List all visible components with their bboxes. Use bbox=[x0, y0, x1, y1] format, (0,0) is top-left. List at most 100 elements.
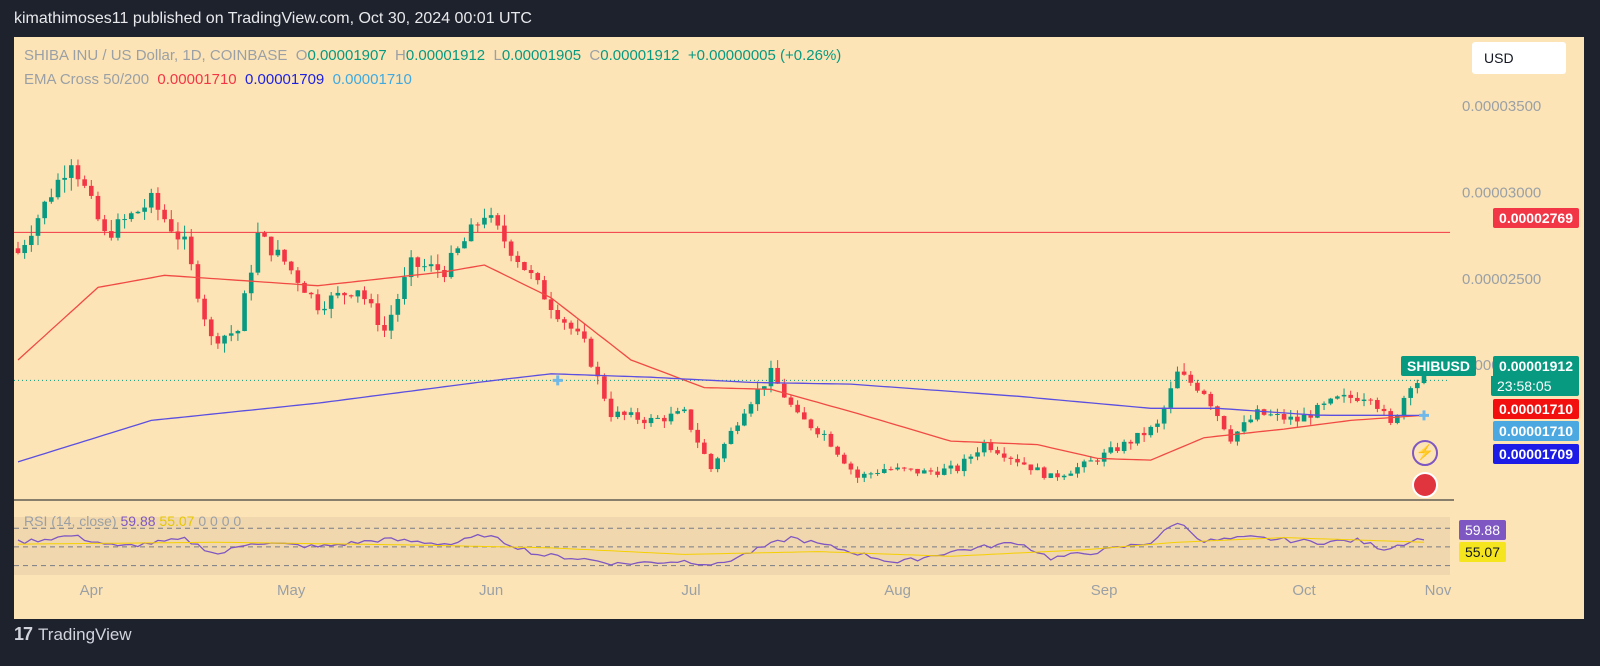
candle-down bbox=[495, 215, 501, 226]
chart-canvas[interactable]: 0.000035000.000030000.000025000.00002000… bbox=[14, 37, 1584, 619]
candle-down bbox=[295, 270, 301, 283]
candle-up bbox=[968, 456, 974, 459]
candle-up bbox=[1088, 460, 1094, 462]
symbol-label[interactable]: SHIBA INU / US Dollar, 1D, COINBASE bbox=[24, 47, 288, 64]
candle-up bbox=[821, 433, 827, 435]
candle-down bbox=[1021, 462, 1027, 465]
candle-up bbox=[322, 308, 327, 311]
candle-up bbox=[1108, 447, 1114, 453]
candle-up bbox=[29, 235, 34, 246]
candle-up bbox=[715, 458, 720, 470]
candle-down bbox=[528, 270, 534, 274]
ema200-line bbox=[17, 373, 1424, 463]
currency-button[interactable]: USD bbox=[1472, 42, 1566, 74]
candle-down bbox=[1355, 397, 1360, 402]
candle-down bbox=[1208, 393, 1214, 407]
candle-down bbox=[1055, 473, 1060, 478]
candle-down bbox=[362, 290, 367, 300]
open-label: O bbox=[295, 47, 308, 64]
candle-down bbox=[808, 419, 814, 429]
ema-cross-price-tag: 0.00001710 bbox=[1493, 421, 1579, 441]
lightning-icon[interactable]: ⚡ bbox=[1412, 440, 1438, 466]
change-value: +0.00000005 (+0.26%) bbox=[687, 47, 842, 64]
high-label: H bbox=[395, 47, 406, 64]
chart-area[interactable]: 0.000035000.000030000.000025000.00002000… bbox=[14, 37, 1584, 619]
candle-up bbox=[1401, 397, 1407, 416]
candle-up bbox=[1255, 409, 1260, 420]
candle-down bbox=[442, 269, 447, 278]
candle-down bbox=[955, 465, 960, 472]
candle-up bbox=[328, 295, 334, 309]
candle-down bbox=[908, 468, 914, 470]
candle-up bbox=[1061, 475, 1067, 478]
candle-up bbox=[981, 442, 987, 453]
candle-down bbox=[1381, 408, 1387, 412]
candle-up bbox=[762, 386, 767, 390]
rsi-legend: RSI (14, close) 59.88 55.07 0 0 0 0 bbox=[24, 513, 241, 529]
tradingview-logo-icon[interactable]: 17 bbox=[14, 624, 33, 644]
candle-up bbox=[22, 245, 27, 254]
candle-down bbox=[268, 236, 274, 256]
candle-up bbox=[455, 248, 461, 253]
candle-down bbox=[195, 264, 201, 299]
candle-up bbox=[182, 236, 187, 240]
candle-up bbox=[1321, 403, 1327, 405]
candle-up bbox=[1341, 394, 1347, 397]
candle-down bbox=[515, 255, 521, 263]
candle-down bbox=[382, 325, 387, 331]
candle-up bbox=[428, 264, 434, 267]
candle-down bbox=[915, 468, 920, 474]
candle-up bbox=[655, 417, 660, 419]
rsi-label[interactable]: RSI (14, close) bbox=[24, 513, 117, 529]
candle-down bbox=[282, 249, 287, 262]
ema-legend: EMA Cross 50/200 0.00001710 0.00001709 0… bbox=[24, 71, 412, 88]
candle-down bbox=[475, 224, 481, 226]
candle-up bbox=[275, 249, 281, 256]
candle-down bbox=[555, 309, 561, 320]
candle-up bbox=[748, 404, 754, 414]
candle-up bbox=[142, 207, 147, 212]
candle-up bbox=[1408, 388, 1413, 398]
candle-down bbox=[162, 209, 167, 220]
candle-down bbox=[15, 248, 21, 254]
ohlc-legend: SHIBA INU / US Dollar, 1D, COINBASE O 0.0… bbox=[24, 47, 841, 64]
candle-down bbox=[662, 417, 667, 422]
candle-down bbox=[188, 236, 194, 265]
candle-up bbox=[768, 367, 774, 387]
close-label: C bbox=[589, 47, 601, 64]
candle-up bbox=[128, 213, 134, 220]
us-flag-events-icon[interactable] bbox=[1412, 472, 1438, 498]
candle-down bbox=[788, 397, 794, 405]
rsi-value: 59.88 bbox=[120, 513, 156, 529]
candle-down bbox=[562, 319, 567, 323]
footer-brand[interactable]: TradingView bbox=[38, 624, 132, 644]
candle-down bbox=[1308, 414, 1314, 418]
candle-down bbox=[215, 336, 221, 344]
candle-down bbox=[1281, 413, 1287, 420]
candle-up bbox=[1121, 441, 1127, 452]
ema-value-3: 0.00001710 bbox=[332, 71, 412, 88]
candle-down bbox=[302, 282, 307, 293]
candle-up bbox=[1155, 423, 1160, 427]
candle-up bbox=[1148, 426, 1154, 436]
ema-label[interactable]: EMA Cross 50/200 bbox=[24, 71, 150, 88]
candle-down bbox=[841, 454, 847, 464]
candle-up bbox=[1328, 398, 1334, 404]
candle-up bbox=[722, 443, 727, 459]
symbol-tag: SHIBUSD bbox=[1400, 356, 1476, 376]
candle-up bbox=[1415, 383, 1420, 389]
candle-down bbox=[888, 469, 894, 471]
candle-up bbox=[1301, 414, 1307, 422]
y-axis-tick-label: 0.00003500 bbox=[1462, 98, 1541, 115]
candle-down bbox=[435, 264, 441, 270]
candle-up bbox=[1315, 404, 1320, 418]
rsi-band-fill bbox=[14, 517, 1450, 575]
rsi-ma-line bbox=[18, 537, 1425, 557]
candle-up bbox=[668, 413, 674, 422]
candle-up bbox=[921, 470, 927, 474]
low-value: 0.00001905 bbox=[501, 47, 582, 64]
candle-down bbox=[1115, 447, 1120, 452]
y-axis-tick-label: 0.00002500 bbox=[1462, 271, 1541, 288]
x-axis-tick-label: Oct bbox=[1292, 582, 1316, 599]
candle-up bbox=[222, 335, 227, 344]
